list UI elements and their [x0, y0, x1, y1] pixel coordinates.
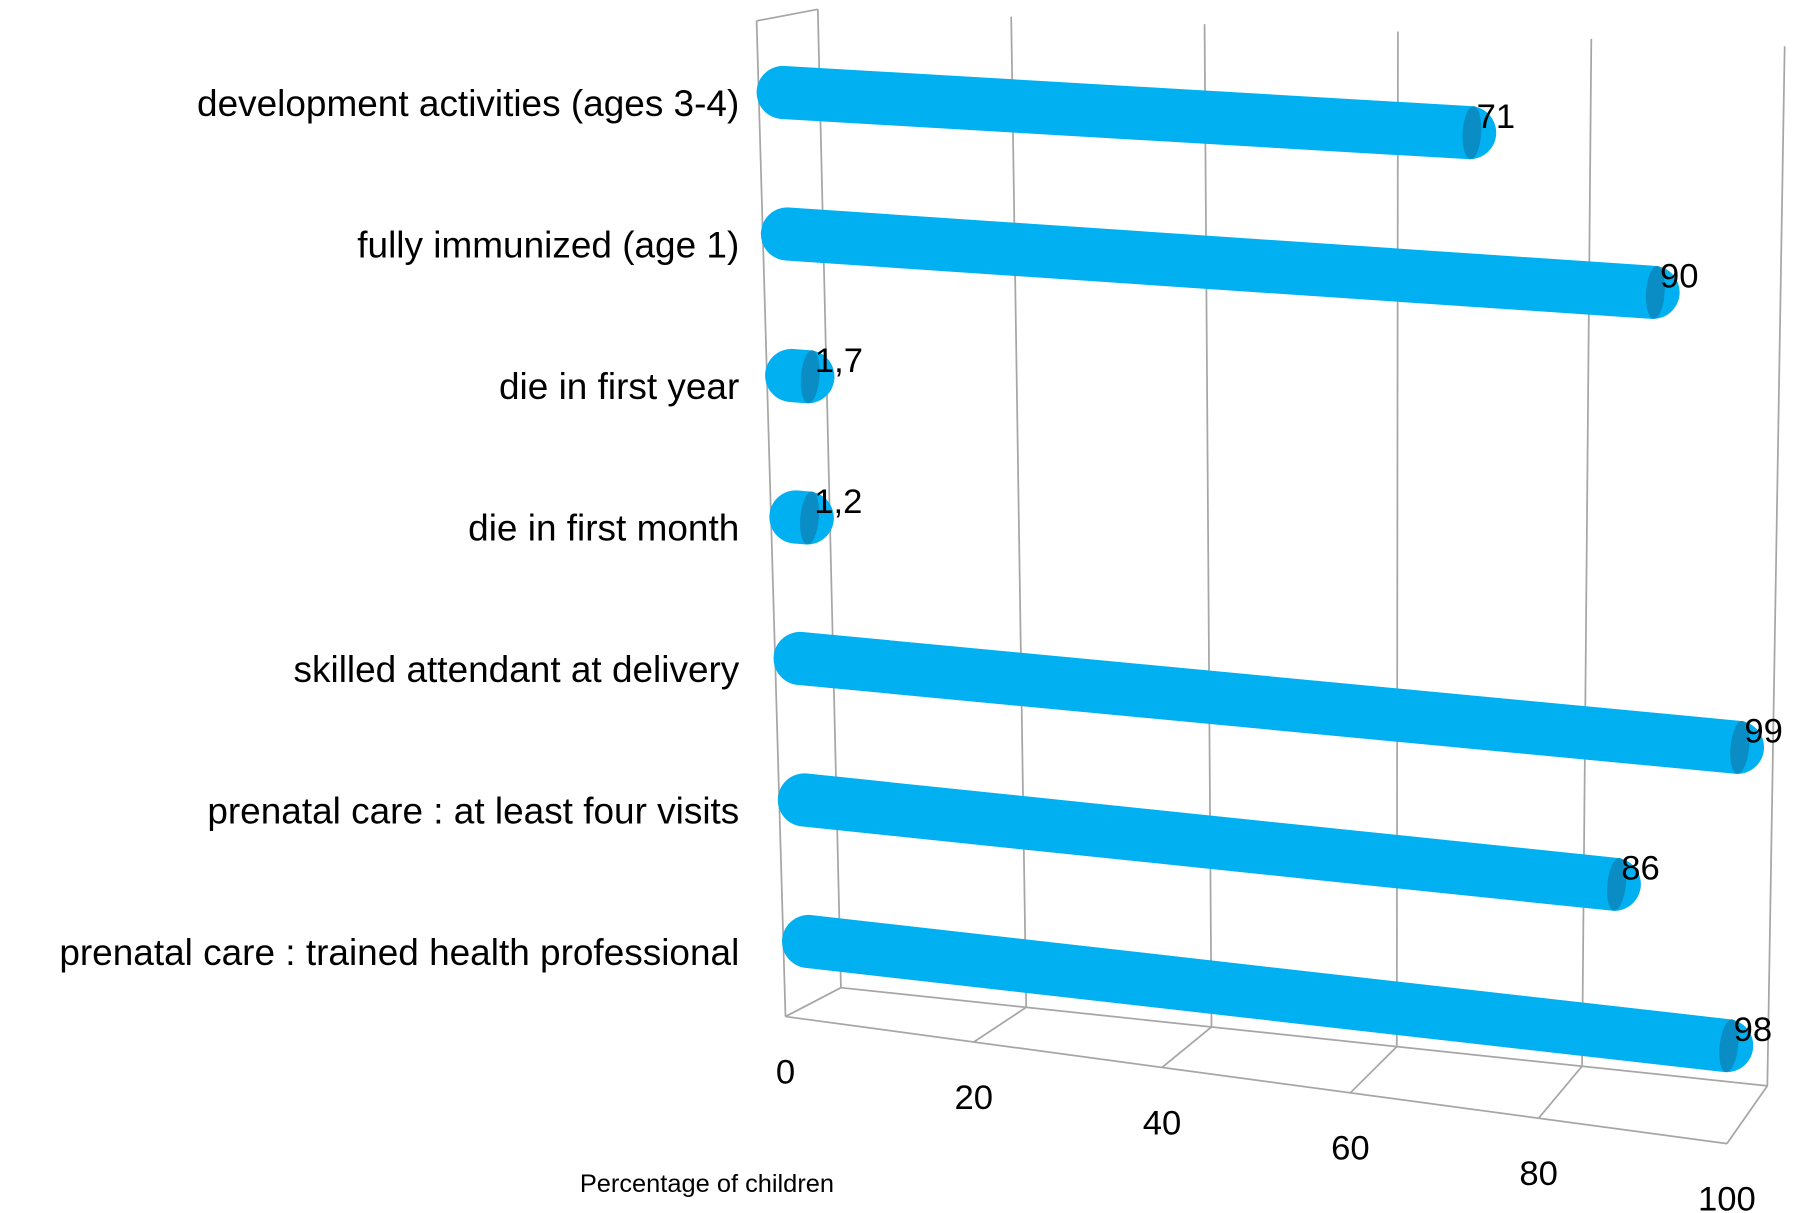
x-axis-label: Percentage of children: [580, 1170, 834, 1198]
y-tick-label: die in first year: [499, 366, 739, 407]
bar-end: [1462, 106, 1482, 160]
x-tick-label: 60: [1331, 1130, 1370, 1168]
floor-line: [1161, 1026, 1213, 1069]
value-label: 1,7: [815, 342, 863, 380]
floor-back: [840, 986, 1768, 1087]
bar-end: [800, 350, 820, 404]
y-tick-label: prenatal care : at least four visits: [207, 791, 739, 832]
y-tick-label: development activities (ages 3-4): [197, 83, 739, 124]
bar-end: [1719, 1019, 1739, 1073]
floor-line: [973, 1006, 1027, 1043]
grid-line: [1581, 38, 1593, 1067]
x-tick-label: 20: [955, 1079, 994, 1117]
bar-end: [1607, 857, 1627, 911]
y-tick-label: prenatal care : trained health professio…: [59, 932, 739, 973]
floor-line: [1537, 1065, 1583, 1119]
x-tick-label: 40: [1143, 1104, 1182, 1142]
x-tick-label: 0: [776, 1053, 795, 1091]
x-tick-label: 80: [1519, 1155, 1558, 1193]
value-label: 86: [1621, 850, 1660, 888]
bar: [773, 631, 1765, 774]
bar-end: [1730, 720, 1750, 774]
bar: [760, 207, 1680, 319]
x-tick-label: 100: [1698, 1181, 1756, 1213]
floor-line: [1726, 1085, 1769, 1145]
bar: [782, 914, 1754, 1073]
bar-end: [1645, 265, 1665, 319]
y-tick-label: die in first month: [468, 508, 739, 549]
y-tick-label: fully immunized (age 1): [357, 225, 739, 266]
grid-line: [1010, 16, 1028, 1008]
value-label: 1,2: [814, 483, 862, 521]
bar: [756, 65, 1497, 160]
wall-top: [756, 8, 818, 22]
floor-front: [785, 1015, 1728, 1145]
grid-line: [1766, 46, 1786, 1086]
bar-end: [800, 491, 820, 545]
grid-line: [1395, 31, 1399, 1047]
value-label: 90: [1660, 258, 1699, 296]
value-label: 99: [1744, 713, 1783, 751]
floor-line: [1349, 1045, 1398, 1094]
grid-line: [1203, 24, 1213, 1027]
value-label: 98: [1734, 1011, 1773, 1049]
floor-line: [785, 986, 842, 1018]
value-label: 71: [1477, 98, 1516, 136]
y-tick-label: skilled attendant at delivery: [294, 649, 740, 690]
bar: [777, 773, 1641, 911]
